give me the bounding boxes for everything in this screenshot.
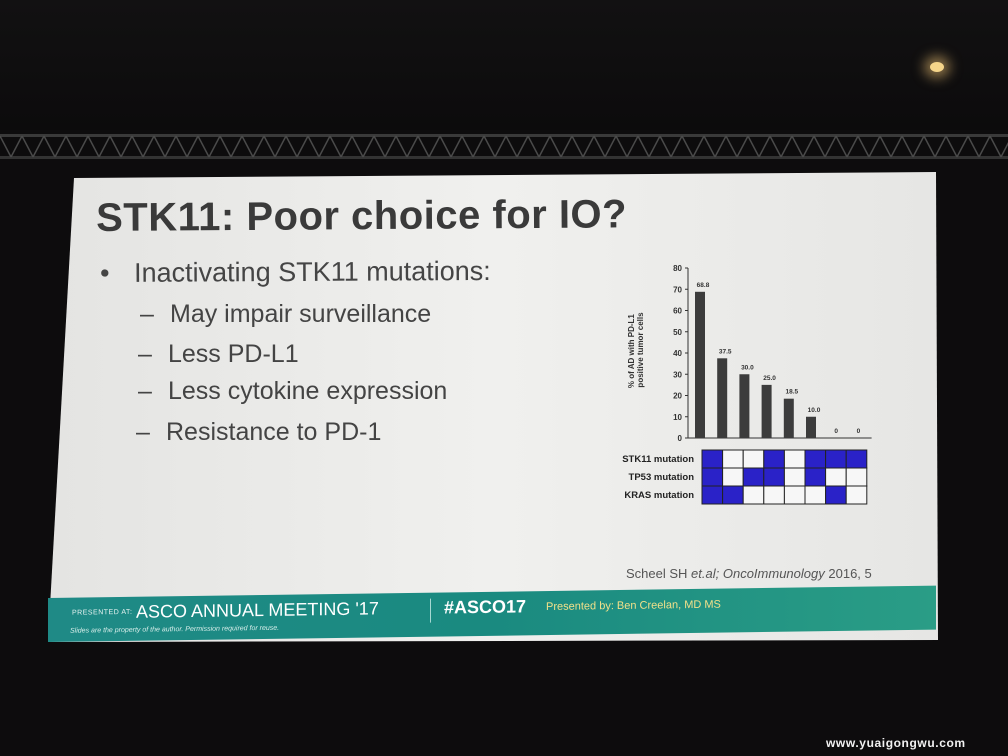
- y-tick-label: 10: [673, 413, 682, 422]
- mutation-cell: [845, 467, 868, 487]
- mutation-cell: [804, 449, 827, 469]
- mutation-cell: [742, 467, 765, 487]
- bar-value-label: 0: [857, 428, 861, 435]
- bar: [761, 384, 772, 438]
- y-axis-label: % of AD with PD-L1 positive tumor cells: [627, 312, 645, 388]
- citation-year: 2016, 5: [828, 566, 872, 581]
- citation: Scheel SH et.al; OncoImmunology 2016, 5: [626, 566, 872, 581]
- y-tick-label: 30: [673, 370, 682, 379]
- sub-bullet-text: Less PD-L1: [168, 340, 299, 368]
- sub-bullet-text: Less cytokine expression: [168, 377, 448, 405]
- presenter-credit: Presented by: Ben Creelan, MD MS: [546, 598, 721, 614]
- mutation-cell: [804, 485, 827, 505]
- site-watermark: www.yuaigongwu.com: [826, 736, 966, 750]
- mutation-cell: [783, 485, 806, 505]
- dash-icon: –: [138, 377, 152, 405]
- meeting-name: ASCO ANNUAL MEETING '17: [136, 598, 379, 622]
- mutation-cell: [701, 449, 724, 469]
- main-bullet-text: Inactivating STK11 mutations:: [133, 255, 491, 288]
- bar-value-label: 25.0: [763, 375, 776, 382]
- sub-bullet: – Resistance to PD-1: [136, 418, 381, 447]
- mutation-cell: [825, 485, 847, 505]
- mutation-cell: [722, 485, 744, 505]
- slide-title: STK11: Poor choice for IO?: [96, 192, 628, 240]
- mutation-row-label: KRAS mutation: [624, 490, 694, 501]
- y-tick-label: 0: [678, 434, 683, 443]
- y-tick-label: 40: [673, 349, 682, 358]
- bar: [695, 291, 705, 438]
- mutation-cell: [742, 485, 765, 505]
- mutation-cell: [701, 485, 724, 505]
- citation-author: Scheel SH: [626, 566, 692, 581]
- bar: [783, 398, 794, 438]
- mutation-cell: [722, 467, 744, 487]
- bar-value-label: 10.0: [808, 407, 821, 414]
- mutation-cell: [783, 467, 806, 487]
- mutation-cell: [845, 449, 868, 469]
- presented-at-label: PRESENTED AT:: [72, 608, 133, 617]
- main-bullet: • Inactivating STK11 mutations:: [100, 256, 491, 289]
- sub-bullet: – May impair surveillance: [140, 300, 431, 329]
- stage-light: [930, 62, 944, 72]
- mutation-cell: [825, 449, 847, 469]
- bar: [739, 374, 750, 438]
- dash-icon: –: [136, 418, 150, 446]
- sub-bullet-text: Resistance to PD-1: [166, 418, 382, 446]
- sub-bullet-text: May impair surveillance: [170, 300, 432, 328]
- mutation-cell: [742, 449, 765, 469]
- bar: [717, 358, 728, 438]
- meeting-hashtag: #ASCO17: [444, 596, 527, 618]
- bar-value-label: 18.5: [785, 389, 798, 396]
- venue-ceiling: [0, 0, 1008, 130]
- bar-value-label: 68.8: [697, 282, 710, 289]
- sub-bullet: – Less PD-L1: [138, 340, 299, 369]
- bar-value-label: 30.0: [741, 364, 754, 371]
- lighting-truss: [0, 134, 1008, 159]
- y-tick-label: 50: [673, 328, 682, 337]
- mutation-cell: [783, 449, 806, 469]
- mutation-row-label: TP53 mutation: [629, 472, 695, 483]
- bar: [806, 416, 816, 438]
- sub-bullet: – Less cytokine expression: [138, 377, 447, 406]
- y-tick-label: 60: [673, 307, 682, 316]
- bullet-dot-icon: •: [100, 257, 110, 288]
- mutation-cell: [763, 485, 785, 505]
- dash-icon: –: [138, 340, 152, 368]
- dash-icon: –: [140, 300, 154, 328]
- mutation-cell: [845, 485, 868, 505]
- citation-etal: et.al;: [691, 566, 720, 581]
- mutation-cell: [763, 449, 785, 469]
- mutation-row-label: STK11 mutation: [622, 454, 694, 465]
- mutation-cell: [763, 467, 785, 487]
- bar-value-label: 37.5: [719, 348, 732, 355]
- mutation-cell: [804, 467, 827, 487]
- reuse-disclaimer: Slides are the property of the author. P…: [70, 624, 280, 635]
- y-tick-label: 20: [673, 392, 682, 401]
- bar-value-label: 0: [834, 428, 838, 435]
- mutation-cell: [825, 467, 847, 487]
- mutation-cell: [722, 449, 744, 469]
- pdl1-bar-chart: % of AD with PD-L1 positive tumor cells …: [622, 264, 872, 505]
- y-tick-label: 70: [673, 285, 682, 294]
- citation-journal: OncoImmunology: [722, 566, 825, 581]
- y-tick-label: 80: [673, 264, 682, 273]
- footer-divider: [430, 598, 431, 623]
- mutation-cell: [701, 467, 724, 487]
